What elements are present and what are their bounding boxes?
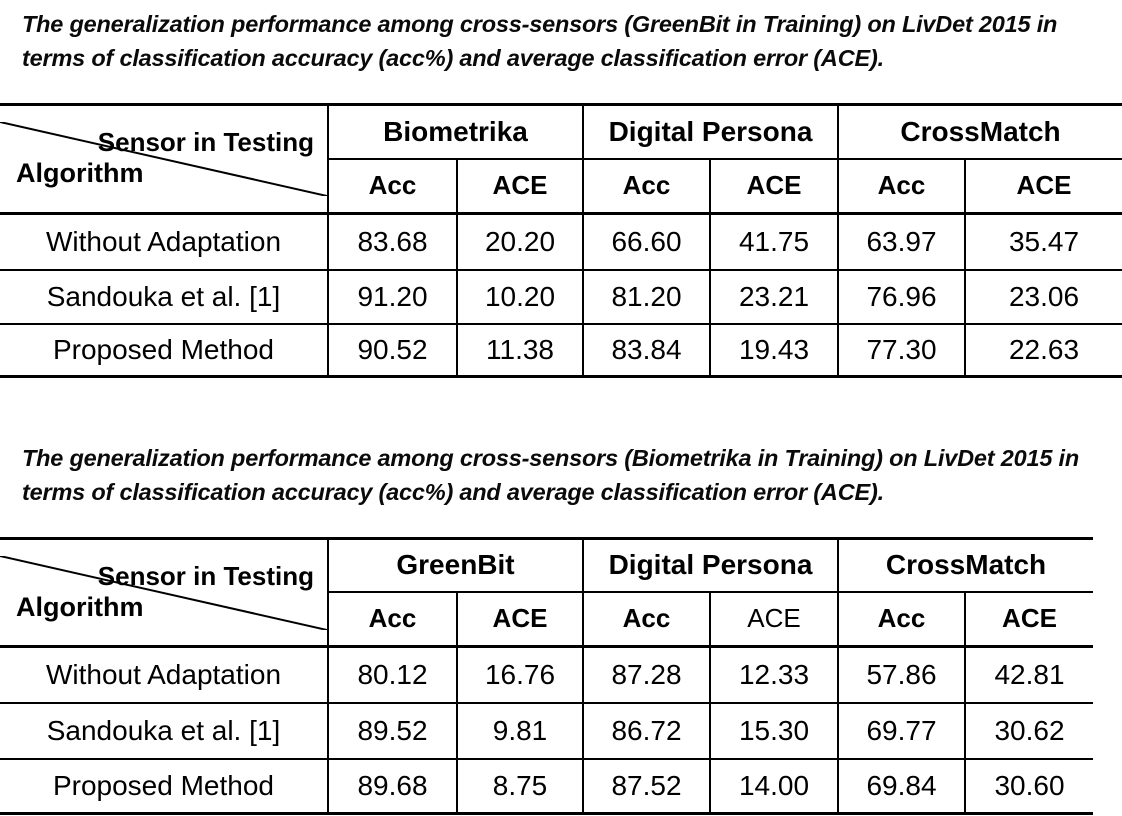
t1-diagonal-line — [0, 122, 327, 196]
t2-subheader-ace-3: ACE — [963, 591, 1094, 648]
t2-row-label: Without Adaptation — [0, 646, 328, 704]
t1-subheader-ace-2: ACE — [709, 158, 838, 215]
table-row: Sandouka et al. [1] 91.20 10.20 81.20 23… — [0, 269, 1122, 325]
t2-cell: 42.81 — [963, 646, 1094, 704]
t2-row-label: Proposed Method — [0, 758, 328, 815]
t1-corner-header-cell: Sensor in Testing Algorithm — [0, 103, 328, 215]
table-row: Sandouka et al. [1] 89.52 9.81 86.72 15.… — [0, 702, 1094, 760]
table1-caption: The generalization performance among cro… — [22, 7, 1057, 75]
t1-cell: 83.68 — [327, 213, 457, 271]
t1-corner-label-algorithm: Algorithm — [16, 158, 144, 188]
t1-cell: 11.38 — [456, 323, 583, 378]
t2-cell: 15.30 — [709, 702, 838, 760]
t2-cell: 86.72 — [582, 702, 710, 760]
t2-column-group-digital-persona: Digital Persona — [582, 537, 838, 593]
t2-cell: 16.76 — [456, 646, 583, 704]
table-row: Proposed Method 89.68 8.75 87.52 14.00 6… — [0, 758, 1094, 815]
t2-cell: 87.28 — [582, 646, 710, 704]
t1-column-group-crossmatch: CrossMatch — [836, 103, 1122, 160]
t1-cell: 76.96 — [837, 269, 965, 325]
t1-row-label: Sandouka et al. [1] — [0, 269, 328, 325]
t2-cell: 89.68 — [327, 758, 457, 815]
t2-cell: 30.60 — [963, 758, 1094, 815]
t2-cell: 87.52 — [582, 758, 710, 815]
t1-cell: 63.97 — [837, 213, 965, 271]
table-row: Proposed Method 90.52 11.38 83.84 19.43 … — [0, 323, 1122, 378]
t1-cell: 81.20 — [582, 269, 710, 325]
t1-subheader-acc-2: Acc — [582, 158, 710, 215]
t1-cell: 66.60 — [582, 213, 710, 271]
t2-cell: 9.81 — [456, 702, 583, 760]
t2-column-group-greenbit: GreenBit — [327, 537, 583, 593]
t2-corner-label-algorithm: Algorithm — [16, 591, 144, 622]
t1-subheader-ace-3: ACE — [963, 158, 1122, 215]
t2-subheader-acc-1: Acc — [327, 591, 457, 648]
t1-column-group-biometrika: Biometrika — [327, 103, 583, 160]
t1-cell: 83.84 — [582, 323, 710, 378]
table-greenbit-training: Sensor in Testing Algorithm Biometrika D… — [0, 103, 1122, 378]
t1-row-label: Without Adaptation — [0, 213, 328, 271]
table1-caption-line2: terms of classification accuracy (acc%) … — [22, 45, 884, 71]
table2-caption-line1: The generalization performance among cro… — [22, 445, 1080, 471]
table2-caption-line2: terms of classification accuracy (acc%) … — [22, 479, 884, 505]
t2-cell: 8.75 — [456, 758, 583, 815]
table-biometrika-training: Sensor in Testing Algorithm GreenBit Dig… — [0, 537, 1094, 815]
t1-cell: 19.43 — [709, 323, 838, 378]
table1-caption-line1: The generalization performance among cro… — [22, 11, 1058, 37]
t2-diagonal-line — [0, 556, 327, 630]
t2-cell: 30.62 — [963, 702, 1094, 760]
t1-row-label: Proposed Method — [0, 323, 328, 378]
table2-caption: The generalization performance among cro… — [22, 441, 1079, 509]
t1-cell: 35.47 — [963, 213, 1122, 271]
t1-cell: 23.06 — [963, 269, 1122, 325]
t1-cell: 77.30 — [837, 323, 965, 378]
t2-row-label: Sandouka et al. [1] — [0, 702, 328, 760]
t2-cell: 12.33 — [709, 646, 838, 704]
t1-cell: 41.75 — [709, 213, 838, 271]
t1-subheader-ace-1: ACE — [456, 158, 583, 215]
t1-cell: 10.20 — [456, 269, 583, 325]
t2-subheader-acc-2: Acc — [582, 591, 710, 648]
t2-subheader-acc-3: Acc — [837, 591, 965, 648]
table-row: Without Adaptation 83.68 20.20 66.60 41.… — [0, 213, 1122, 271]
t2-cell: 80.12 — [327, 646, 457, 704]
t2-cell: 69.84 — [837, 758, 965, 815]
t2-cell: 14.00 — [709, 758, 838, 815]
t2-corner-header-cell: Sensor in Testing Algorithm — [0, 537, 328, 648]
t1-cell: 22.63 — [963, 323, 1122, 378]
t1-cell: 20.20 — [456, 213, 583, 271]
t2-subheader-ace-1: ACE — [456, 591, 583, 648]
t2-cell: 69.77 — [837, 702, 965, 760]
t1-column-group-digital-persona: Digital Persona — [582, 103, 838, 160]
t1-cell: 90.52 — [327, 323, 457, 378]
t2-column-group-crossmatch: CrossMatch — [836, 537, 1094, 593]
t1-subheader-acc-1: Acc — [327, 158, 457, 215]
t2-cell: 89.52 — [327, 702, 457, 760]
t2-subheader-ace-2: ACE — [709, 591, 838, 648]
t1-subheader-acc-3: Acc — [837, 158, 965, 215]
t1-cell: 23.21 — [709, 269, 838, 325]
table-row: Without Adaptation 80.12 16.76 87.28 12.… — [0, 646, 1094, 704]
t1-cell: 91.20 — [327, 269, 457, 325]
t2-cell: 57.86 — [837, 646, 965, 704]
